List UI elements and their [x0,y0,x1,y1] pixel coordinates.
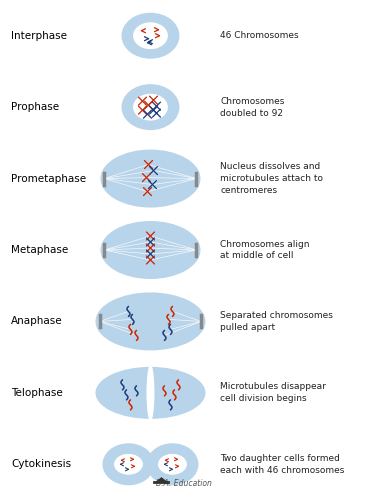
Ellipse shape [95,292,206,350]
Ellipse shape [121,84,179,130]
Ellipse shape [132,22,168,50]
Text: Separated chromosomes
pulled apart: Separated chromosomes pulled apart [220,311,333,332]
Text: Prophase: Prophase [11,102,59,112]
Text: Anaphase: Anaphase [11,316,63,326]
Text: 46 Chromosomes: 46 Chromosomes [220,31,299,40]
Text: Microtubules disappear
cell division begins: Microtubules disappear cell division beg… [220,382,326,404]
Ellipse shape [132,93,168,121]
Text: Prometaphase: Prometaphase [11,174,86,184]
Text: Interphase: Interphase [11,30,67,40]
Ellipse shape [101,221,200,279]
Polygon shape [156,478,167,482]
Ellipse shape [102,444,155,486]
Text: Cytokinesis: Cytokinesis [11,460,71,469]
Ellipse shape [95,367,206,419]
Ellipse shape [157,454,188,475]
Text: B.A. Education: B.A. Education [156,479,211,488]
Text: Metaphase: Metaphase [11,245,68,255]
Text: Telophase: Telophase [11,388,63,398]
Ellipse shape [121,12,179,58]
Text: Two daughter cells formed
each with 46 chromosomes: Two daughter cells formed each with 46 c… [220,454,345,474]
Ellipse shape [146,364,155,422]
Text: Nucleus dissolves and
microtubules attach to
centromeres: Nucleus dissolves and microtubules attac… [220,162,323,195]
Text: Chromosomes
doubled to 92: Chromosomes doubled to 92 [220,96,284,117]
Ellipse shape [101,150,200,208]
Ellipse shape [146,444,199,486]
Ellipse shape [113,454,143,475]
Text: Chromosomes align
at middle of cell: Chromosomes align at middle of cell [220,240,310,260]
